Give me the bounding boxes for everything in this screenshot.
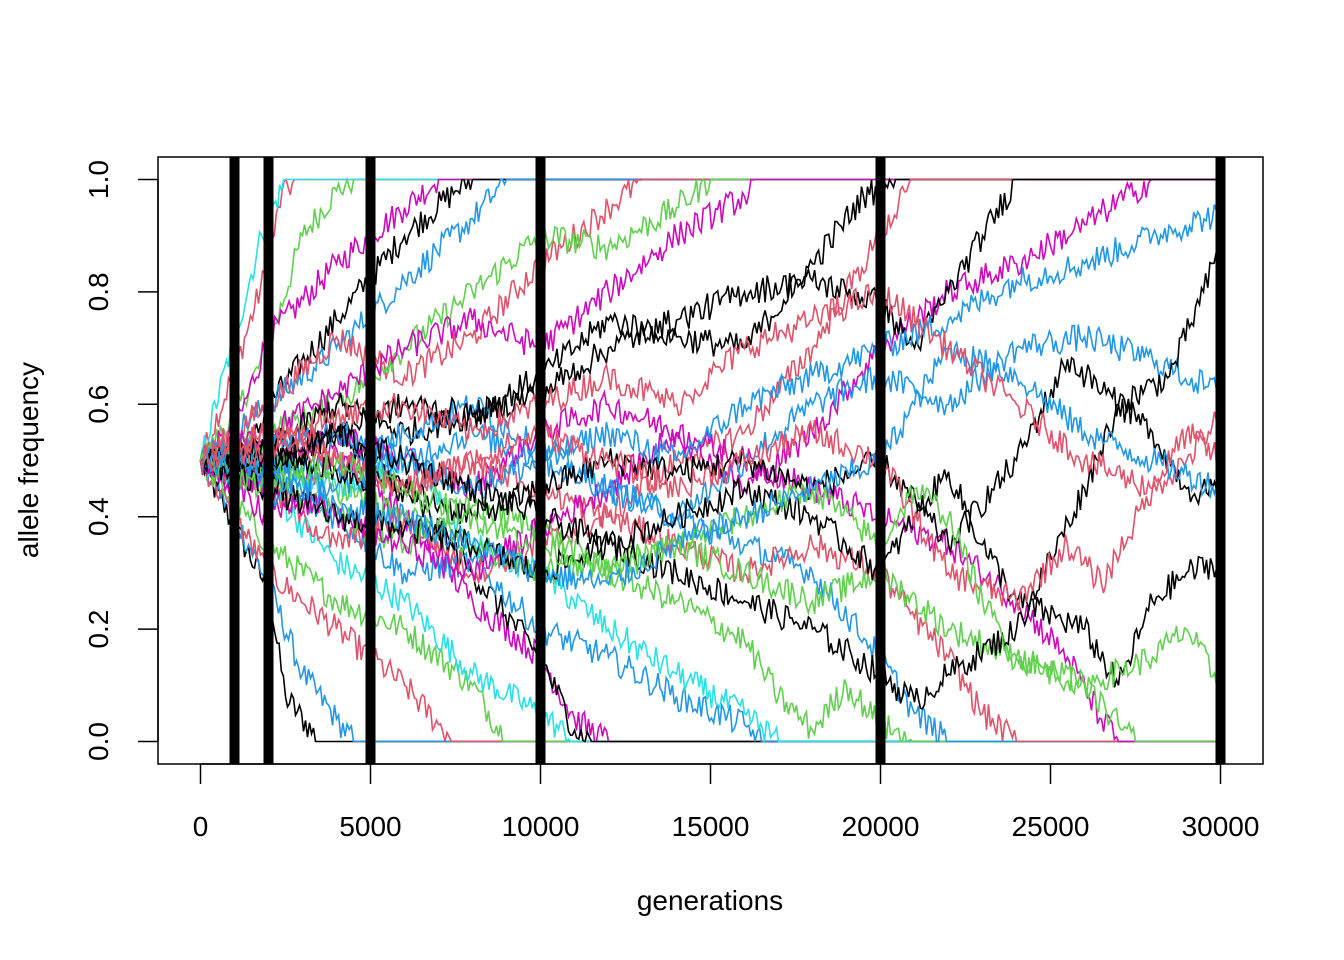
y-tick-label: 0.8	[83, 272, 114, 311]
x-tick-label: 10000	[502, 811, 580, 842]
y-axis-label: allele frequency	[13, 362, 44, 558]
y-tick-label: 0.6	[83, 385, 114, 424]
y-tick-label: 0.0	[83, 722, 114, 761]
x-tick-label: 25000	[1012, 811, 1090, 842]
y-tick-label: 0.2	[83, 610, 114, 649]
x-axis: 0 5000 10000 15000 20000 25000 30000	[193, 763, 1260, 842]
x-axis-label: generations	[637, 885, 783, 916]
y-axis: 0.0 0.2 0.4 0.6 0.8 1.0	[83, 160, 159, 761]
y-tick-label: 1.0	[83, 160, 114, 199]
series-lines	[199, 176, 1222, 744]
x-tick-label: 30000	[1182, 811, 1260, 842]
y-tick-label: 0.4	[83, 497, 114, 536]
x-tick-label: 20000	[842, 811, 920, 842]
x-tick-label: 15000	[672, 811, 750, 842]
x-tick-label: 5000	[339, 811, 401, 842]
vertical-markers	[229, 157, 1226, 764]
x-tick-label: 0	[193, 811, 209, 842]
